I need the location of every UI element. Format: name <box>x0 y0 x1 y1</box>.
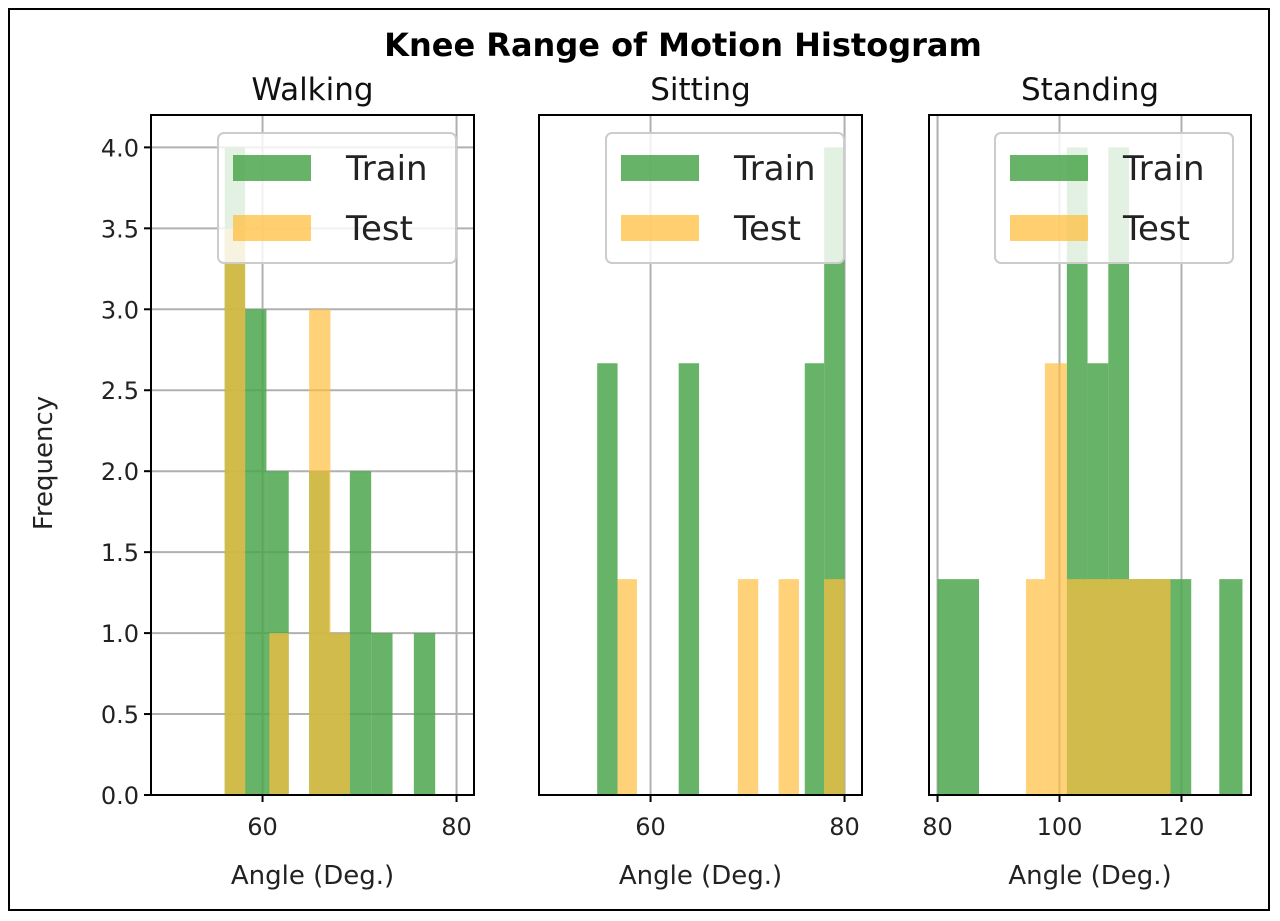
y-tick-label: 0.0 <box>101 782 139 810</box>
legend-swatch-train <box>621 155 699 181</box>
histogram-bar-train <box>597 363 618 795</box>
histogram-bar-test <box>269 633 289 795</box>
x-tick-label: 80 <box>441 813 472 841</box>
histogram-bar-train <box>678 363 700 795</box>
y-tick-label: 3.5 <box>101 215 139 243</box>
legend-swatch-train <box>1010 155 1088 181</box>
x-axis-title: Angle (Deg.) <box>619 861 782 891</box>
plot-frame <box>928 114 1252 796</box>
y-tick-label: 3.0 <box>101 296 139 324</box>
x-tick-label: 60 <box>247 813 278 841</box>
legend-swatch-test <box>1010 215 1088 241</box>
legend-swatch-train <box>233 155 311 181</box>
x-tick-label: 80 <box>922 813 953 841</box>
histogram-bar-train <box>245 309 267 795</box>
histogram-bar-test <box>1087 579 1109 795</box>
histogram-bar-train <box>413 633 436 795</box>
legend-label-test: Test <box>733 209 801 249</box>
panel-title: Standing <box>1021 72 1159 108</box>
histogram-bar-test <box>737 579 759 795</box>
plot-frame <box>538 114 863 796</box>
histogram-bar-test <box>1150 579 1171 795</box>
histogram-bar-test <box>1025 579 1045 795</box>
histogram-bar-train <box>1170 579 1192 795</box>
legend-swatch-test <box>233 215 311 241</box>
histogram-bar-train <box>349 471 372 795</box>
panel-title: Walking <box>251 72 373 108</box>
legend-label-test: Test <box>1122 209 1190 249</box>
histogram-bar-test <box>330 633 350 795</box>
histogram-bar-test <box>1066 579 1088 795</box>
y-tick-label: 1.0 <box>101 620 139 648</box>
panel-walking: 60 80 0.0 0.5 1.0 1.5 2.0 2.5 3.0 3.5 4.0 Walking An… <box>101 72 475 891</box>
panel-title: Sitting <box>650 72 751 108</box>
histogram-bar-test <box>1044 363 1067 795</box>
y-tick-label: 0.5 <box>101 701 139 729</box>
panel-standing: 80 100 120 Standing Angle (Deg.) Train Test <box>922 72 1252 891</box>
figure-frame <box>8 8 1270 911</box>
x-axis-title: Angle (Deg.) <box>231 861 394 891</box>
chart-title: Knee Range of Motion Histogram <box>384 26 982 64</box>
histogram-bar-train <box>1219 579 1243 795</box>
histogram-bar-test <box>224 228 246 796</box>
panel-sitting: 60 80 Sitting Angle (Deg.) Train Test <box>538 72 863 891</box>
x-tick-label: 100 <box>1037 813 1083 841</box>
histogram-bar-test <box>1129 579 1151 795</box>
histogram-bar-train <box>937 579 980 795</box>
histogram-bar-test <box>1108 579 1130 795</box>
histogram-bar-train <box>371 633 393 795</box>
y-tick-label: 2.0 <box>101 458 139 486</box>
x-tick-label: 120 <box>1159 813 1205 841</box>
histogram-bar-test <box>617 579 637 795</box>
y-axis-title: Frequency <box>29 396 59 530</box>
legend-label-train: Train <box>733 149 816 189</box>
legend-label-test: Test <box>345 209 413 249</box>
histogram-bar-test <box>309 309 331 795</box>
legend-label-train: Train <box>345 149 428 189</box>
y-tick-label: 1.5 <box>101 539 139 567</box>
y-tick-label: 4.0 <box>101 134 139 162</box>
y-tick-label: 2.5 <box>101 377 139 405</box>
histogram-bar-test <box>824 579 845 795</box>
legend-label-train: Train <box>1122 149 1205 189</box>
x-tick-label: 60 <box>635 813 666 841</box>
histogram-bar-test <box>778 579 799 795</box>
x-tick-label: 80 <box>829 813 860 841</box>
legend-swatch-test <box>621 215 699 241</box>
histogram-bar-train <box>804 363 825 795</box>
x-axis-title: Angle (Deg.) <box>1008 861 1171 891</box>
plot-frame <box>150 114 475 796</box>
